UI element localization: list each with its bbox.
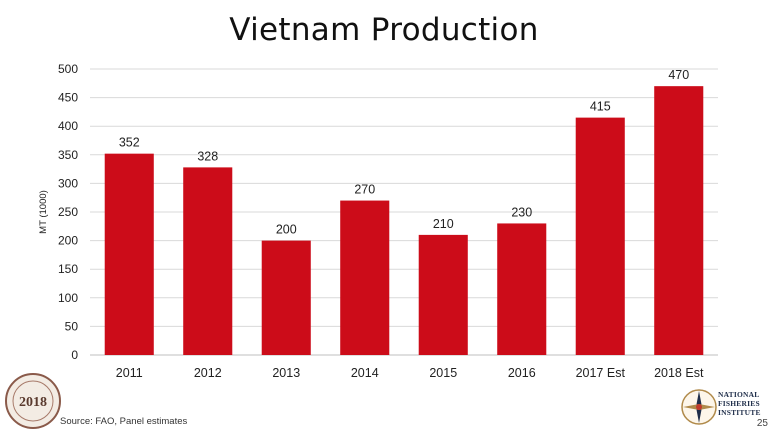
x-tick-label: 2016	[508, 366, 536, 380]
institute-wordmark: NATIONAL FISHERIES INSTITUTE	[718, 390, 761, 417]
y-tick-label: 500	[58, 62, 78, 76]
compass-logo	[681, 389, 717, 425]
x-tick-label: 2013	[272, 366, 300, 380]
y-tick-label: 100	[58, 291, 78, 305]
source-note: Source: FAO, Panel estimates	[60, 416, 188, 427]
bar	[575, 117, 625, 356]
bar	[654, 86, 704, 355]
data-label: 352	[119, 136, 140, 150]
x-tick-label: 2012	[194, 366, 222, 380]
data-label: 415	[590, 100, 611, 114]
conference-seal-logo: 2018	[5, 373, 61, 429]
bar	[340, 200, 390, 355]
y-tick-label: 0	[71, 348, 78, 362]
x-tick-label: 2014	[351, 366, 379, 380]
bar	[183, 167, 233, 355]
y-tick-label: 250	[58, 205, 78, 219]
data-label: 200	[276, 223, 297, 237]
y-tick-label: 450	[58, 91, 78, 105]
seal-year: 2018	[19, 395, 47, 410]
x-tick-label: 2015	[429, 366, 457, 380]
wordmark-line-2: FISHERIES	[718, 399, 760, 408]
wordmark-line-3: INSTITUTE	[718, 408, 761, 417]
y-tick-label: 350	[58, 148, 78, 162]
bar	[418, 234, 468, 355]
x-tick-label: 2011	[116, 366, 143, 380]
y-tick-label: 50	[65, 319, 79, 333]
data-label: 328	[197, 149, 218, 163]
data-label: 270	[354, 183, 375, 197]
y-tick-label: 200	[58, 234, 78, 248]
y-tick-label: 300	[58, 176, 78, 190]
y-axis-label: MT (1000)	[38, 190, 49, 234]
data-label: 210	[433, 217, 454, 231]
y-tick-label: 400	[58, 119, 78, 133]
page-title: Vietnam Production	[229, 12, 539, 48]
bar	[104, 153, 154, 355]
x-tick-label: 2017 Est	[576, 366, 626, 380]
bar	[497, 223, 547, 355]
wordmark-line-1: NATIONAL	[718, 390, 760, 399]
x-tick-label: 2018 Est	[654, 366, 704, 380]
data-label: 470	[668, 68, 689, 82]
y-tick-label: 150	[58, 262, 78, 276]
bar	[261, 240, 311, 355]
page-number: 25	[756, 418, 768, 429]
data-label: 230	[511, 205, 532, 219]
